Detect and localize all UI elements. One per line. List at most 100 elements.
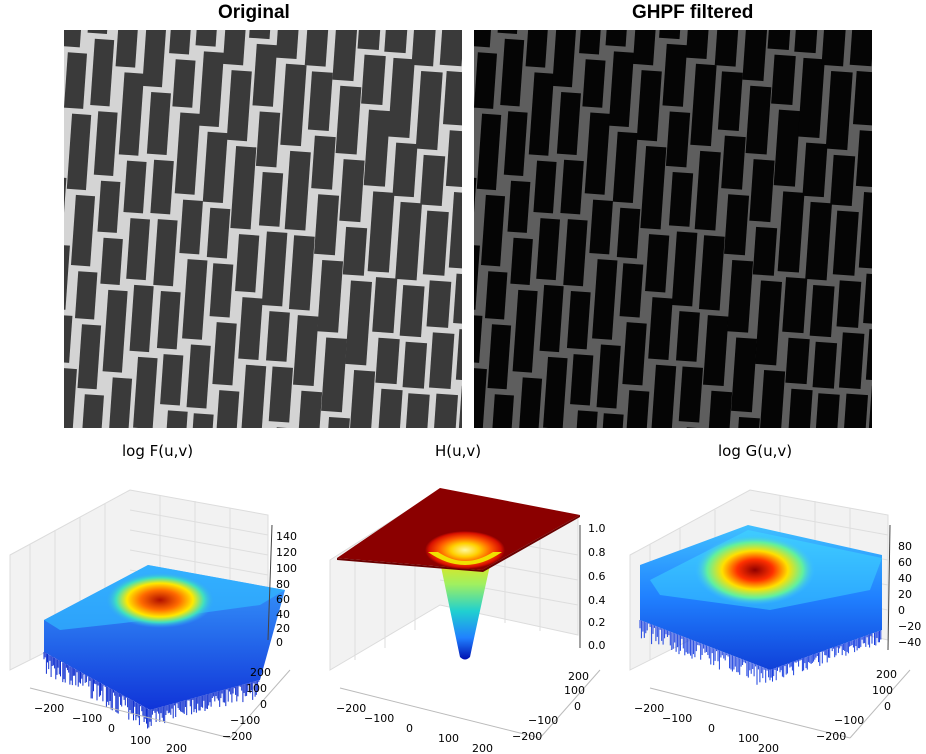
- brick: [129, 284, 154, 353]
- brick: [474, 367, 487, 428]
- brick: [255, 111, 281, 168]
- brick: [474, 52, 498, 109]
- brick: [752, 226, 778, 276]
- brick: [311, 135, 336, 190]
- surface-plot-H: 1.0 0.8 0.6 0.4 0.2 0.0 −200 −100 0 100 …: [329, 488, 606, 754]
- svg-text:−200: −200: [634, 702, 664, 715]
- svg-text:140: 140: [276, 530, 297, 543]
- brick: [332, 30, 358, 82]
- svg-text:0: 0: [884, 700, 891, 713]
- brick: [448, 192, 462, 269]
- brick: [445, 130, 462, 188]
- svg-text:−200: −200: [336, 702, 366, 715]
- brick: [640, 145, 667, 230]
- brick: [815, 393, 840, 428]
- brick: [570, 354, 594, 406]
- brick: [307, 71, 333, 131]
- brick: [694, 150, 721, 231]
- brick: [64, 244, 70, 310]
- brick: [714, 30, 740, 67]
- svg-text:−100: −100: [72, 712, 102, 725]
- brick: [160, 354, 184, 406]
- brick: [703, 315, 729, 387]
- brick: [304, 30, 330, 67]
- brick: [64, 30, 84, 48]
- brick: [426, 280, 452, 328]
- brick: [648, 297, 673, 360]
- brick: [832, 210, 859, 276]
- brick: [619, 263, 644, 318]
- brick: [115, 30, 140, 68]
- brick: [118, 72, 145, 156]
- brick: [377, 388, 403, 428]
- brick: [539, 284, 564, 353]
- brick: [288, 235, 315, 311]
- brick: [405, 393, 430, 428]
- svg-text:1.0: 1.0: [588, 522, 606, 535]
- brick: [543, 356, 568, 428]
- brick: [636, 70, 662, 142]
- svg-text:100: 100: [564, 684, 585, 697]
- z-axis-logF: 140 120 100 80 60 40 20 0: [267, 524, 297, 649]
- brick: [387, 57, 415, 138]
- brick: [102, 289, 128, 373]
- brick: [153, 219, 178, 287]
- brick: [600, 413, 624, 428]
- svg-text:−20: −20: [898, 620, 921, 633]
- brick: [258, 171, 284, 227]
- brick: [797, 57, 825, 138]
- brick: [182, 259, 208, 340]
- brick: [226, 70, 252, 142]
- brick: [536, 218, 561, 281]
- svg-text:0.2: 0.2: [588, 616, 606, 629]
- brick: [685, 30, 713, 60]
- brick: [852, 71, 872, 126]
- svg-text:0: 0: [574, 700, 581, 713]
- brick: [97, 180, 121, 233]
- svg-text:0.6: 0.6: [588, 570, 606, 583]
- surface-plot-logG: 80 60 40 20 0 −20 −40 −200 −100 0 100 20…: [629, 489, 921, 754]
- brick: [66, 113, 92, 191]
- brick: [771, 54, 796, 105]
- brick: [507, 180, 531, 233]
- plot-title-logF: log F(u,v): [122, 442, 194, 460]
- brick: [384, 30, 411, 54]
- svg-text:−100: −100: [662, 712, 692, 725]
- brick: [212, 322, 237, 386]
- svg-text:−200: −200: [816, 730, 846, 743]
- brick: [238, 297, 263, 360]
- svg-text:0.8: 0.8: [588, 546, 606, 559]
- brick: [209, 263, 234, 318]
- brick: [782, 277, 808, 334]
- brick: [74, 271, 98, 320]
- brick: [849, 30, 872, 67]
- svg-text:200: 200: [166, 742, 187, 754]
- svg-text:40: 40: [276, 608, 290, 621]
- brick: [759, 370, 786, 428]
- brick: [93, 111, 118, 177]
- brick-pattern-original: [64, 30, 462, 428]
- svg-text:100: 100: [276, 562, 297, 575]
- brick: [186, 344, 211, 409]
- brick: [484, 271, 508, 320]
- z-axis-H: 1.0 0.8 0.6 0.4 0.2 0.0: [579, 522, 606, 652]
- brick: [342, 226, 368, 276]
- original-image-title: Original: [218, 2, 290, 23]
- brick: [665, 111, 691, 168]
- brick: [198, 51, 224, 128]
- brick: [825, 71, 853, 151]
- brick: [612, 131, 638, 204]
- brick: [100, 237, 123, 286]
- brick: [480, 194, 506, 267]
- brick: [668, 171, 694, 227]
- brick: [81, 394, 104, 428]
- brick: [525, 30, 550, 68]
- brick: [142, 30, 168, 88]
- brick: [241, 364, 267, 428]
- brick: [706, 390, 733, 428]
- brick: [133, 356, 158, 428]
- brick: [821, 30, 849, 67]
- brick: [787, 388, 813, 428]
- brick: [552, 30, 578, 88]
- brick: [566, 290, 591, 350]
